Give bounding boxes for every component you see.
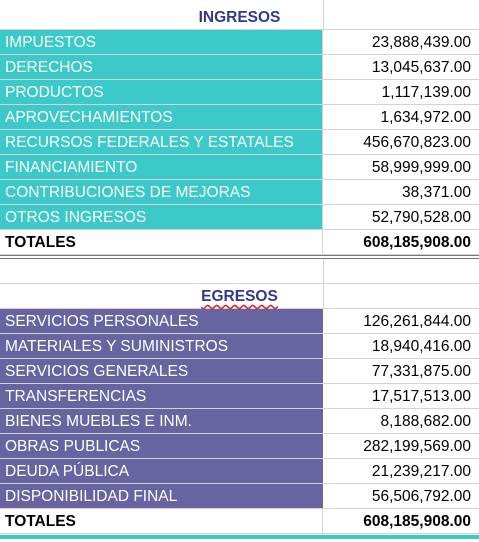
label-cell: TOTALES	[0, 230, 323, 254]
table-row: IMPUESTOS 23,888,439.00	[0, 30, 479, 55]
total-row: TOTALES 608,185,908.00	[0, 230, 479, 255]
amount-cell: 17,517,513.00	[371, 388, 471, 405]
table-row: OBRAS PUBLICAS 282,199,569.00	[0, 434, 479, 459]
amount-cell: 18,940,416.00	[371, 338, 471, 355]
label-cell: SERVICIOS PERSONALES	[0, 309, 323, 333]
section-title: INGRESOS	[198, 9, 281, 26]
table-row: OTROS INGRESOS 52,790,528.00	[0, 205, 479, 230]
amount-cell: 77,331,875.00	[371, 363, 471, 380]
section-title-text: EGRESOS	[201, 288, 278, 305]
amount-cell: 21,239,217.00	[371, 463, 471, 480]
table-row: BIENES MUEBLES E INM. 8,188,682.00	[0, 409, 479, 434]
table-row: CONTRIBUCIONES DE MEJORAS 38,371.00	[0, 180, 479, 205]
label-cell: OTROS INGRESOS	[0, 205, 323, 229]
table-row: SERVICIOS PERSONALES 126,261,844.00	[0, 309, 479, 334]
amount-cell: 1,634,972.00	[380, 109, 471, 126]
amount-cell: 38,371.00	[402, 184, 471, 201]
label-cell: CONTRIBUCIONES DE MEJORAS	[0, 180, 323, 204]
label-cell: OBRAS PUBLICAS	[0, 434, 323, 458]
label-cell: SERVICIOS GENERALES	[0, 359, 323, 383]
amount-cell: 608,185,908.00	[363, 234, 471, 251]
amount-cell: 456,670,823.00	[363, 134, 471, 151]
label-cell: DISPONIBILIDAD FINAL	[0, 484, 323, 508]
amount-cell: 56,506,792.00	[371, 488, 471, 505]
amount-cell: 23,888,439.00	[371, 34, 471, 51]
bottom-border	[0, 535, 479, 539]
total-row: TOTALES 608,185,908.00	[0, 509, 479, 534]
amount-cell: 1,117,139.00	[381, 84, 471, 101]
table-row: RECURSOS FEDERALES Y ESTATALES 456,670,82…	[0, 130, 479, 155]
table-row: DEUDA PÚBLICA 21,239,217.00	[0, 459, 479, 484]
amount-cell: 58,999,999.00	[371, 159, 471, 176]
amount-cell: 608,185,908.00	[363, 513, 471, 530]
header-row: INGRESOS	[0, 5, 479, 30]
table-row: APROVECHAMIENTOS 1,634,972.00	[0, 105, 479, 130]
amount-cell: 52,790,528.00	[371, 209, 471, 226]
label-cell: APROVECHAMIENTOS	[0, 105, 323, 129]
table-row: PRODUCTOS 1,117,139.00	[0, 80, 479, 105]
label-cell: TRANSFERENCIAS	[0, 384, 323, 408]
blank-row	[0, 259, 479, 284]
label-cell: MATERIALES Y SUMINISTROS	[0, 334, 323, 358]
label-cell: IMPUESTOS	[0, 30, 323, 54]
amount-cell: 13,045,637.00	[371, 59, 471, 76]
table-row: FINANCIAMIENTO 58,999,999.00	[0, 155, 479, 180]
label-cell: PRODUCTOS	[0, 80, 323, 104]
table-row: DERECHOS 13,045,637.00	[0, 55, 479, 80]
label-cell: BIENES MUEBLES E INM.	[0, 409, 323, 433]
table-row: DISPONIBILIDAD FINAL 56,506,792.00	[0, 484, 479, 509]
amount-cell: 282,199,569.00	[363, 438, 471, 455]
grid-line	[323, 259, 324, 309]
section-title: EGRESOS	[0, 284, 479, 309]
double-border	[0, 255, 479, 259]
label-cell: TOTALES	[0, 509, 323, 533]
amount-cell: 8,188,682.00	[380, 413, 471, 430]
header-row: EGRESOS	[0, 284, 479, 309]
label-cell: RECURSOS FEDERALES Y ESTATALES	[0, 130, 323, 154]
table-row: TRANSFERENCIAS 17,517,513.00	[0, 384, 479, 409]
label-cell: DERECHOS	[0, 55, 323, 79]
table-row: MATERIALES Y SUMINISTROS 18,940,416.00	[0, 334, 479, 359]
label-cell: DEUDA PÚBLICA	[0, 459, 323, 483]
table-row: SERVICIOS GENERALES 77,331,875.00	[0, 359, 479, 384]
amount-cell: 126,261,844.00	[363, 313, 471, 330]
label-cell: FINANCIAMIENTO	[0, 155, 323, 179]
grid-line	[323, 0, 324, 30]
